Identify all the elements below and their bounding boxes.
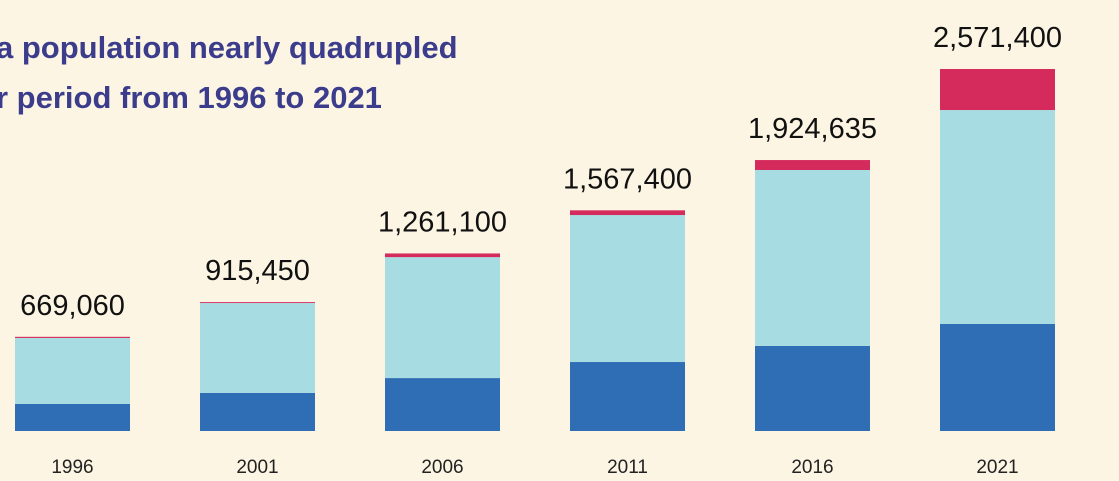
bar-segment (385, 257, 500, 378)
total-label: 669,060 (20, 290, 125, 322)
chart-title: a population nearly quadrupled (0, 30, 458, 65)
bar-segment (755, 346, 870, 431)
x-tick-label: 2001 (236, 457, 278, 478)
total-label: 1,567,400 (563, 163, 692, 195)
total-label: 1,261,100 (378, 206, 507, 238)
x-tick-label: 2006 (421, 457, 463, 478)
bar-segment (15, 337, 130, 338)
x-tick-label: 1996 (51, 457, 93, 478)
bar-segment (385, 253, 500, 257)
bar-segment (385, 378, 500, 431)
bar-segment (755, 160, 870, 170)
bar-segment (940, 324, 1055, 431)
bar-segment (200, 303, 315, 393)
total-label: 2,571,400 (933, 22, 1062, 54)
bar-segment (570, 362, 685, 431)
bar-segment (15, 404, 130, 431)
bar-segment (570, 215, 685, 362)
bar-segment (15, 338, 130, 404)
chart: a population nearly quadrupled r period … (0, 0, 1119, 481)
x-tick-label: 2011 (607, 457, 648, 478)
chart-title: r period from 1996 to 2021 (0, 80, 382, 115)
total-label: 915,450 (205, 255, 310, 287)
bar-segment (755, 170, 870, 346)
bar-segment (940, 110, 1055, 324)
bar-segment (940, 69, 1055, 110)
page: {"chart_data": {"type": "bar", "stacked"… (0, 0, 1119, 481)
bar-segment (570, 210, 685, 215)
bar-segment (200, 393, 315, 431)
x-tick-label: 2021 (976, 457, 1018, 478)
x-tick-label: 2016 (791, 457, 833, 478)
bar-segment (200, 302, 315, 303)
total-label: 1,924,635 (748, 113, 877, 145)
